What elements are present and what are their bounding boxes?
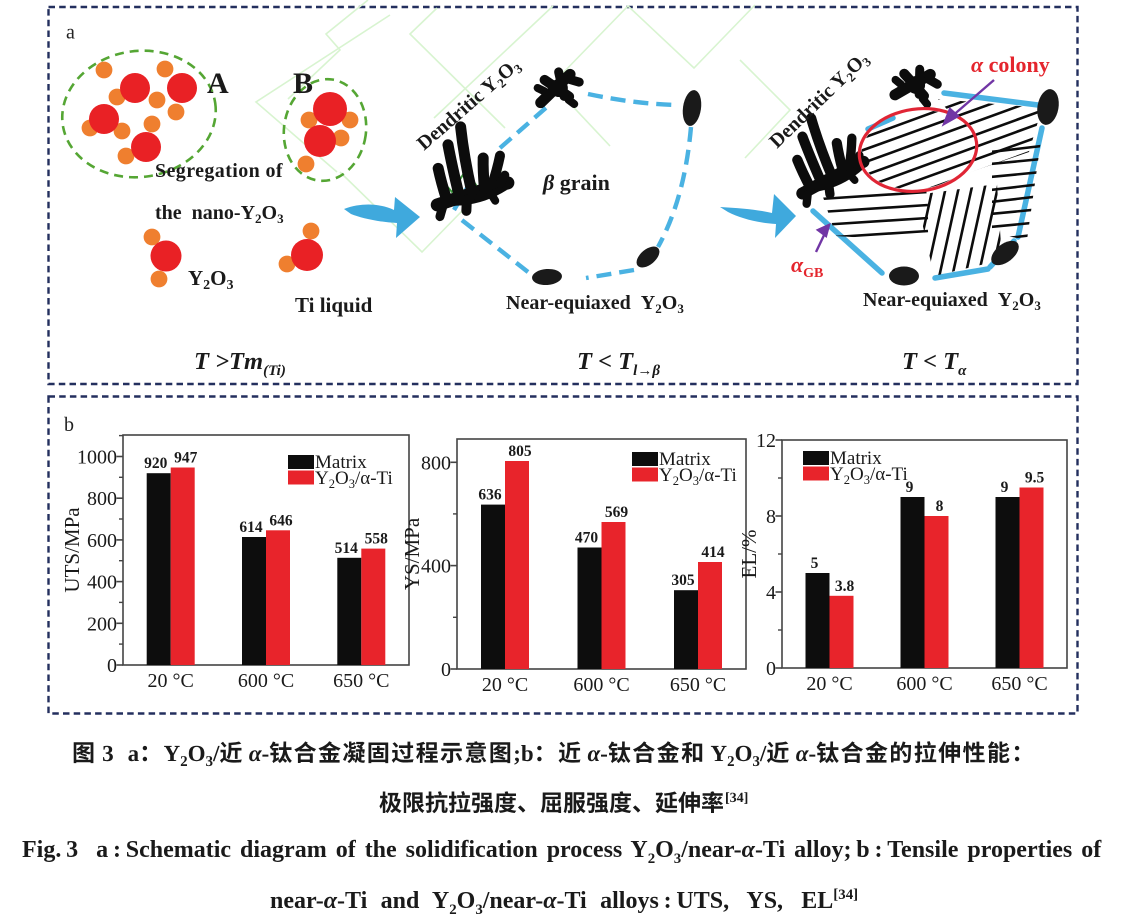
- svg-text:αGB: αGB: [791, 252, 823, 281]
- svg-text:414: 414: [701, 544, 725, 561]
- svg-text:646: 646: [269, 512, 293, 529]
- svg-text:Segregation of: Segregation of: [155, 160, 283, 182]
- svg-text:600 °C: 600 °C: [238, 670, 294, 692]
- svg-text:3.8: 3.8: [835, 578, 855, 595]
- svg-text:600: 600: [87, 530, 117, 552]
- svg-text:4: 4: [766, 582, 776, 604]
- svg-text:Y2O3: Y2O3: [188, 266, 234, 293]
- svg-text:600 °C: 600 °C: [896, 673, 952, 695]
- svg-text:β grain: β grain: [542, 170, 610, 195]
- svg-text:9: 9: [1001, 479, 1009, 496]
- svg-text:1000: 1000: [77, 447, 117, 469]
- svg-text:YS/MPa: YS/MPa: [400, 517, 424, 590]
- svg-text:Near-equiaxed Y2O3: Near-equiaxed Y2O3: [863, 289, 1041, 313]
- svg-text:UTS/MPa: UTS/MPa: [60, 507, 84, 593]
- svg-text:920: 920: [144, 455, 168, 472]
- svg-text:650 °C: 650 °C: [991, 673, 1047, 695]
- svg-text:Matrix: Matrix: [659, 449, 711, 470]
- svg-text:α colony: α colony: [971, 52, 1050, 77]
- svg-text:305: 305: [671, 572, 695, 589]
- svg-text:the nano-Y2O3: the nano-Y2O3: [155, 202, 284, 226]
- svg-text:558: 558: [365, 531, 389, 548]
- svg-text:A: A: [207, 67, 229, 100]
- svg-text:Matrix: Matrix: [315, 452, 367, 473]
- svg-text:Near-equiaxed Y2O3: Near-equiaxed Y2O3: [506, 292, 684, 316]
- svg-text:200: 200: [87, 613, 117, 635]
- svg-text:400: 400: [87, 572, 117, 594]
- svg-text:T < Tl→β: T < Tl→β: [577, 348, 660, 379]
- svg-text:400: 400: [421, 556, 451, 578]
- svg-text:947: 947: [174, 450, 198, 467]
- svg-text:8: 8: [766, 506, 776, 528]
- svg-text:470: 470: [575, 530, 599, 547]
- svg-text:20 °C: 20 °C: [806, 673, 852, 695]
- svg-text:EL/%: EL/%: [737, 530, 761, 579]
- svg-text:20 °C: 20 °C: [148, 670, 194, 692]
- svg-text:569: 569: [605, 504, 629, 521]
- svg-text:650 °C: 650 °C: [333, 670, 389, 692]
- svg-text:9: 9: [906, 479, 914, 496]
- svg-text:0: 0: [766, 658, 776, 680]
- svg-text:800: 800: [421, 452, 451, 474]
- svg-text:Y2O3/α-Ti: Y2O3/α-Ti: [659, 465, 737, 488]
- svg-text:9.5: 9.5: [1025, 470, 1045, 487]
- svg-text:B: B: [293, 67, 313, 100]
- svg-text:a: a: [66, 22, 75, 44]
- svg-text:b: b: [64, 414, 74, 436]
- svg-text:Y2O3/α-Ti: Y2O3/α-Ti: [315, 468, 393, 491]
- svg-text:T < Tα: T < Tα: [902, 348, 967, 379]
- svg-text:805: 805: [508, 443, 532, 460]
- svg-text:Ti liquid: Ti liquid: [295, 293, 373, 317]
- svg-text:600 °C: 600 °C: [573, 674, 629, 696]
- svg-text:Y2O3/α-Ti: Y2O3/α-Ti: [830, 464, 908, 487]
- svg-text:800: 800: [87, 488, 117, 510]
- svg-text:T >Tm(Ti): T >Tm(Ti): [194, 348, 286, 379]
- svg-text:8: 8: [936, 498, 944, 515]
- svg-text:12: 12: [756, 430, 776, 452]
- svg-text:0: 0: [107, 655, 117, 677]
- svg-text:Matrix: Matrix: [830, 448, 882, 469]
- svg-text:650 °C: 650 °C: [670, 674, 726, 696]
- svg-text:0: 0: [441, 659, 451, 681]
- svg-text:514: 514: [335, 540, 359, 557]
- svg-text:20 °C: 20 °C: [482, 674, 528, 696]
- svg-text:614: 614: [239, 519, 263, 536]
- svg-text:636: 636: [478, 487, 502, 504]
- svg-text:5: 5: [811, 555, 819, 572]
